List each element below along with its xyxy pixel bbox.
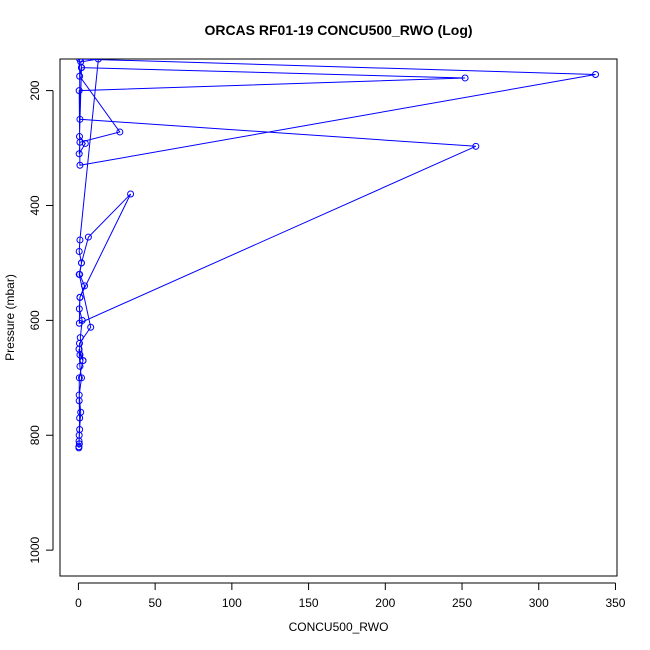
x-tick-label: 250 — [452, 596, 472, 610]
series-layer — [75, 59, 600, 452]
data-point — [77, 259, 85, 267]
data-point — [592, 71, 600, 79]
y-tick-label: 1000 — [28, 536, 42, 563]
x-tick-label: 100 — [222, 596, 242, 610]
data-point — [75, 444, 83, 452]
data-point — [84, 233, 92, 241]
data-point — [76, 362, 84, 370]
x-axis: 0 50 100 150 200 250 300 350 — [75, 582, 626, 610]
y-tick-label: 800 — [28, 425, 42, 445]
series-group — [75, 59, 600, 452]
data-point — [75, 133, 83, 141]
data-point — [77, 64, 85, 72]
plot-frame — [59, 58, 618, 577]
data-point — [75, 374, 83, 382]
data-point — [76, 293, 84, 301]
data-point — [75, 397, 83, 405]
y-tick-label: 600 — [28, 310, 42, 330]
data-point — [75, 247, 83, 255]
data-point — [75, 150, 83, 158]
data-point — [75, 437, 83, 445]
x-tick-label: 200 — [375, 596, 395, 610]
data-point — [76, 414, 84, 422]
data-point — [79, 357, 87, 365]
data-point — [81, 282, 89, 290]
data-point — [76, 72, 84, 80]
data-point — [75, 87, 83, 95]
data-point — [75, 305, 83, 313]
y-tick-label: 400 — [28, 195, 42, 215]
data-point — [75, 339, 83, 347]
x-tick-label: 300 — [529, 596, 549, 610]
x-tick-label: 350 — [605, 596, 625, 610]
plot-area — [59, 58, 618, 577]
data-point — [76, 236, 84, 244]
data-point — [116, 128, 124, 136]
data-point — [461, 74, 469, 82]
data-point — [87, 323, 95, 331]
x-tick-label: 150 — [299, 596, 319, 610]
data-point — [76, 59, 84, 63]
data-point — [76, 351, 84, 359]
data-point — [77, 374, 85, 382]
y-axis: 200 400 600 800 1000 — [28, 80, 54, 564]
data-point — [76, 115, 84, 123]
x-axis-label: CONCU500_RWO — [289, 620, 389, 634]
chart-title: ORCAS RF01-19 CONCU500_RWO (Log) — [204, 22, 472, 38]
data-point — [81, 139, 89, 147]
y-axis-label: Pressure (mbar) — [3, 274, 17, 361]
x-tick-label: 0 — [75, 596, 82, 610]
data-point — [472, 142, 480, 150]
y-tick-label: 200 — [28, 80, 42, 100]
data-point — [75, 319, 83, 327]
series-line — [78, 59, 596, 448]
data-point — [127, 190, 135, 198]
data-point — [94, 59, 102, 63]
x-tick-label: 50 — [148, 596, 162, 610]
data-point — [76, 161, 84, 169]
data-point — [75, 440, 83, 448]
data-point — [75, 270, 83, 278]
